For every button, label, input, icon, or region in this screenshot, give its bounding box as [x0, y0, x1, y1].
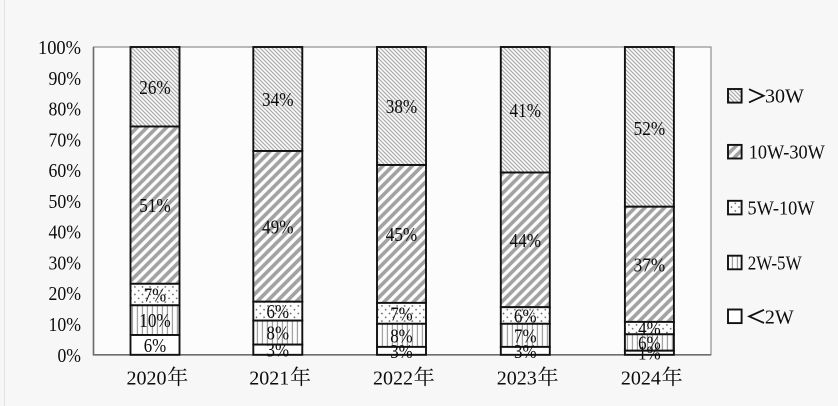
svg-text:0%: 0% [58, 345, 82, 367]
svg-text:8%: 8% [267, 323, 290, 345]
svg-text:38%: 38% [386, 96, 418, 118]
svg-text:6%: 6% [144, 335, 167, 357]
svg-text:10%: 10% [139, 310, 171, 332]
svg-text:7%: 7% [390, 303, 413, 325]
svg-text:70%: 70% [49, 129, 82, 151]
svg-text:2W: 2W [765, 306, 794, 328]
svg-text:2W-5W: 2W-5W [748, 253, 802, 275]
svg-text:80%: 80% [49, 99, 82, 121]
svg-text:44%: 44% [510, 230, 542, 252]
svg-text:49%: 49% [262, 216, 294, 238]
svg-text:3%: 3% [514, 341, 537, 363]
svg-text:51%: 51% [139, 195, 171, 217]
svg-text:90%: 90% [49, 68, 82, 90]
svg-text:10W-30W: 10W-30W [749, 142, 825, 164]
svg-text:4%: 4% [638, 318, 661, 340]
svg-text:45%: 45% [386, 224, 418, 246]
svg-text:6%: 6% [267, 301, 290, 323]
svg-text:2024: 2024 [621, 368, 661, 390]
svg-text:2020: 2020 [127, 368, 167, 390]
svg-text:52%: 52% [634, 118, 666, 140]
svg-text:7%: 7% [514, 325, 537, 347]
svg-text:6%: 6% [514, 306, 537, 328]
svg-text:40%: 40% [49, 222, 82, 244]
svg-text:7%: 7% [144, 285, 167, 307]
svg-text:37%: 37% [634, 254, 666, 276]
svg-text:2023: 2023 [497, 368, 537, 390]
svg-text:1%: 1% [638, 343, 661, 365]
svg-text:3%: 3% [390, 341, 413, 363]
svg-text:20%: 20% [49, 283, 82, 305]
svg-text:34%: 34% [262, 89, 294, 111]
svg-text:2022: 2022 [373, 368, 413, 390]
svg-text:30W: 30W [765, 86, 804, 108]
svg-text:2021: 2021 [249, 368, 289, 390]
svg-text:26%: 26% [139, 77, 171, 99]
svg-text:8%: 8% [390, 325, 413, 347]
svg-text:41%: 41% [510, 100, 542, 122]
svg-text:100%: 100% [38, 37, 81, 59]
svg-text:30%: 30% [49, 253, 82, 275]
svg-text:5W-10W: 5W-10W [748, 198, 815, 220]
svg-text:3%: 3% [267, 340, 290, 362]
svg-text:50%: 50% [49, 191, 82, 213]
svg-text:10%: 10% [49, 314, 82, 336]
svg-text:60%: 60% [49, 160, 82, 182]
svg-text:6%: 6% [638, 333, 661, 355]
